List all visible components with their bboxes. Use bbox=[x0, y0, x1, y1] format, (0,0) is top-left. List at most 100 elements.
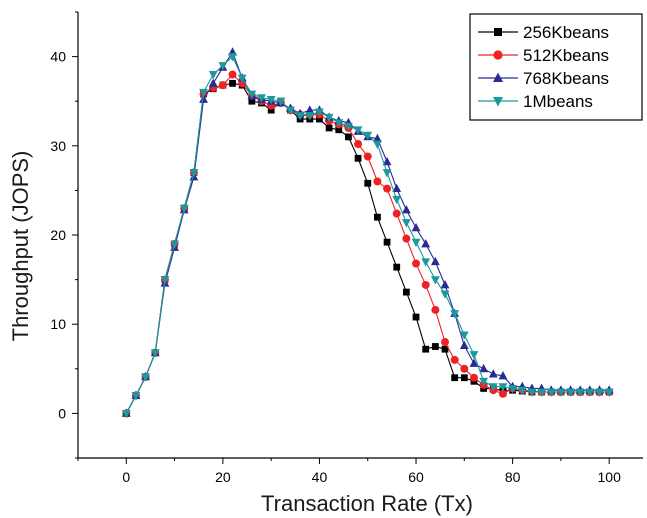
data-point bbox=[556, 388, 566, 397]
y-axis: 0 10 20 30 40 bbox=[50, 11, 78, 459]
data-point bbox=[295, 112, 305, 121]
data-point bbox=[382, 169, 392, 178]
legend: 256Kbeans 512Kbeans 768Kbeans 1Mbeans bbox=[469, 13, 643, 121]
data-point bbox=[218, 62, 228, 71]
data-point bbox=[469, 358, 479, 367]
x-tick-label: 20 bbox=[215, 469, 231, 485]
series-line bbox=[125, 73, 610, 414]
data-point bbox=[344, 122, 353, 132]
data-point bbox=[392, 195, 402, 205]
data-point bbox=[247, 90, 257, 99]
y-axis-title: Throughput (JOPS) bbox=[8, 151, 33, 342]
data-point bbox=[595, 388, 604, 397]
data-point bbox=[421, 280, 430, 289]
legend-marker bbox=[493, 50, 503, 60]
legend-marker bbox=[493, 72, 503, 82]
data-point bbox=[469, 351, 479, 360]
data-point bbox=[229, 79, 236, 87]
data-point bbox=[431, 343, 439, 350]
data-point bbox=[199, 94, 208, 103]
data-point bbox=[469, 373, 478, 382]
data-point bbox=[248, 97, 256, 105]
data-point bbox=[267, 106, 275, 114]
data-point bbox=[392, 209, 401, 218]
legend-marker bbox=[493, 97, 503, 107]
data-point bbox=[199, 88, 208, 98]
data-point bbox=[537, 388, 546, 397]
data-point bbox=[266, 96, 276, 105]
data-point bbox=[316, 115, 323, 123]
data-point bbox=[440, 290, 450, 299]
x-tick-label: 100 bbox=[598, 469, 622, 485]
legend-entry: 256Kbeans bbox=[478, 23, 609, 42]
data-point bbox=[286, 106, 295, 116]
data-point bbox=[498, 383, 508, 392]
data-point bbox=[325, 124, 333, 132]
data-point bbox=[498, 371, 508, 380]
data-point bbox=[179, 204, 189, 214]
legend-label: 768Kbeans bbox=[523, 69, 609, 88]
data-point bbox=[305, 112, 315, 121]
data-point bbox=[276, 97, 286, 107]
data-point bbox=[373, 133, 382, 143]
series-layer bbox=[121, 47, 614, 419]
data-point bbox=[189, 169, 199, 178]
series-1Mbeans bbox=[121, 53, 614, 419]
data-point bbox=[402, 234, 411, 243]
data-point bbox=[459, 340, 469, 350]
data-point bbox=[422, 345, 430, 353]
x-axis-title: Transaction Rate (Tx) bbox=[261, 491, 473, 516]
data-point bbox=[218, 81, 227, 90]
data-point bbox=[421, 239, 431, 248]
data-point bbox=[150, 349, 160, 358]
data-point bbox=[402, 288, 410, 296]
data-point bbox=[488, 383, 498, 392]
data-point bbox=[441, 338, 450, 347]
data-point bbox=[517, 386, 527, 396]
data-point bbox=[364, 179, 372, 187]
data-point bbox=[324, 113, 334, 123]
data-point bbox=[450, 355, 459, 364]
data-point bbox=[373, 177, 382, 186]
data-point bbox=[363, 131, 373, 140]
legend-entry: 512Kbeans bbox=[478, 46, 609, 65]
data-point bbox=[121, 410, 131, 419]
data-point bbox=[575, 388, 585, 397]
data-point bbox=[354, 140, 363, 149]
data-point bbox=[585, 388, 595, 397]
data-point bbox=[257, 94, 266, 103]
data-point bbox=[546, 388, 556, 397]
data-point bbox=[411, 222, 421, 232]
data-point bbox=[374, 213, 381, 221]
data-point bbox=[237, 74, 247, 83]
legend-label: 512Kbeans bbox=[523, 46, 609, 65]
data-point bbox=[401, 219, 411, 228]
data-point bbox=[479, 363, 489, 373]
data-point bbox=[421, 258, 431, 267]
x-tick-label: 0 bbox=[122, 469, 130, 485]
data-point bbox=[363, 152, 372, 161]
data-point bbox=[345, 133, 352, 141]
legend-label: 1Mbeans bbox=[523, 92, 593, 111]
y-tick-label: 10 bbox=[50, 316, 66, 332]
series-256Kbeans bbox=[122, 79, 613, 417]
data-point bbox=[160, 276, 170, 285]
x-tick-label: 60 bbox=[408, 469, 424, 485]
data-point bbox=[450, 310, 460, 319]
data-point bbox=[392, 183, 402, 193]
data-point bbox=[228, 53, 237, 62]
data-point bbox=[208, 71, 218, 80]
data-point bbox=[498, 389, 507, 398]
data-point bbox=[527, 388, 537, 397]
data-point bbox=[431, 305, 440, 314]
data-point bbox=[315, 108, 324, 117]
data-point bbox=[430, 276, 440, 285]
data-point bbox=[383, 238, 391, 246]
data-point bbox=[353, 126, 363, 135]
data-point bbox=[430, 256, 440, 266]
data-point bbox=[335, 126, 343, 134]
data-point bbox=[334, 119, 344, 128]
data-point bbox=[208, 78, 218, 87]
data-point bbox=[228, 70, 237, 79]
data-point bbox=[508, 385, 518, 394]
